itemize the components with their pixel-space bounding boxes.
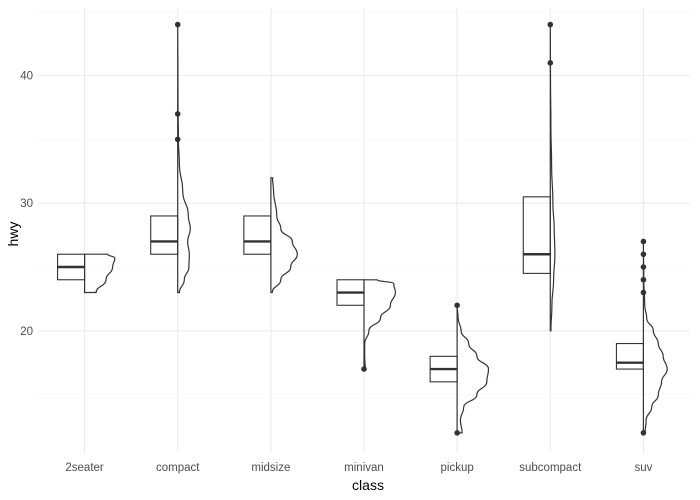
violin-compact — [177, 24, 191, 294]
x-tick-label-compact: compact — [156, 462, 200, 474]
outlier-point-suv — [640, 238, 647, 245]
outlier-point-compact — [174, 136, 181, 143]
outlier-point-pickup — [454, 430, 460, 436]
outlier-point-compact — [174, 21, 181, 28]
outlier-point-pickup — [454, 302, 460, 309]
x-tick-label-pickup: pickup — [441, 462, 474, 474]
outlier-point-subcompact — [547, 21, 554, 28]
y-axis-title: hwy — [5, 222, 21, 247]
x-tick-label-suv: suv — [634, 462, 652, 474]
violin-pickup — [456, 305, 490, 434]
outlier-point-suv — [640, 264, 647, 270]
y-tick-label: 30 — [20, 198, 33, 210]
half-violins — [84, 24, 668, 434]
box-suv — [615, 343, 644, 370]
box-subcompact — [522, 196, 551, 274]
y-tick-label: 40 — [20, 71, 33, 83]
x-tick-label-2seater: 2seater — [65, 462, 104, 474]
outlier-point-minivan — [361, 366, 367, 372]
outlier-points — [174, 21, 647, 436]
violin-minivan — [363, 279, 397, 370]
violin-midsize — [270, 177, 298, 294]
x-tick-label-subcompact: subcompact — [519, 462, 582, 474]
outlier-point-subcompact — [547, 60, 554, 66]
y-tick-labels: 20 30 40 — [20, 71, 33, 338]
x-tick-labels: 2seater compact midsize minivan pickup subcom… — [65, 462, 652, 474]
violin-suv — [642, 241, 668, 434]
x-axis-title: class — [352, 477, 384, 493]
box-compact — [150, 215, 179, 255]
outlier-point-suv — [640, 276, 647, 283]
x-tick-label-minivan: minivan — [344, 462, 384, 474]
outlier-point-compact — [174, 111, 181, 117]
outlier-point-suv — [640, 251, 647, 258]
outlier-point-suv — [640, 430, 647, 436]
y-tick-label: 20 — [20, 326, 33, 338]
outlier-point-suv — [640, 289, 647, 296]
box-midsize — [243, 215, 272, 255]
box-plots — [57, 196, 644, 383]
violin-2seater — [84, 253, 116, 294]
violin-subcompact — [549, 24, 556, 332]
grid-lines — [38, 8, 690, 452]
x-tick-label-midsize: midsize — [251, 462, 290, 474]
